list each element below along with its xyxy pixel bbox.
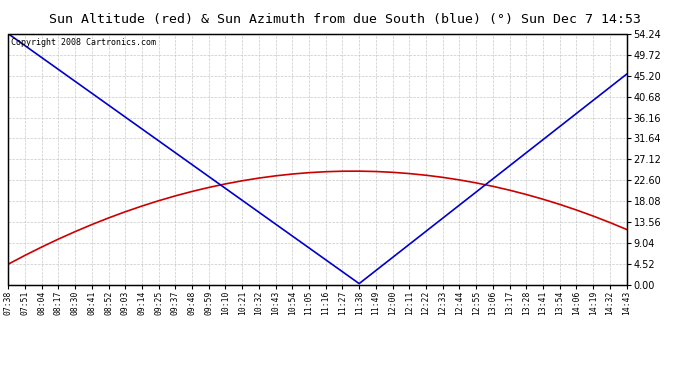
Text: Copyright 2008 Cartronics.com: Copyright 2008 Cartronics.com	[11, 38, 157, 46]
Text: Sun Altitude (red) & Sun Azimuth from due South (blue) (°) Sun Dec 7 14:53: Sun Altitude (red) & Sun Azimuth from du…	[49, 13, 641, 26]
